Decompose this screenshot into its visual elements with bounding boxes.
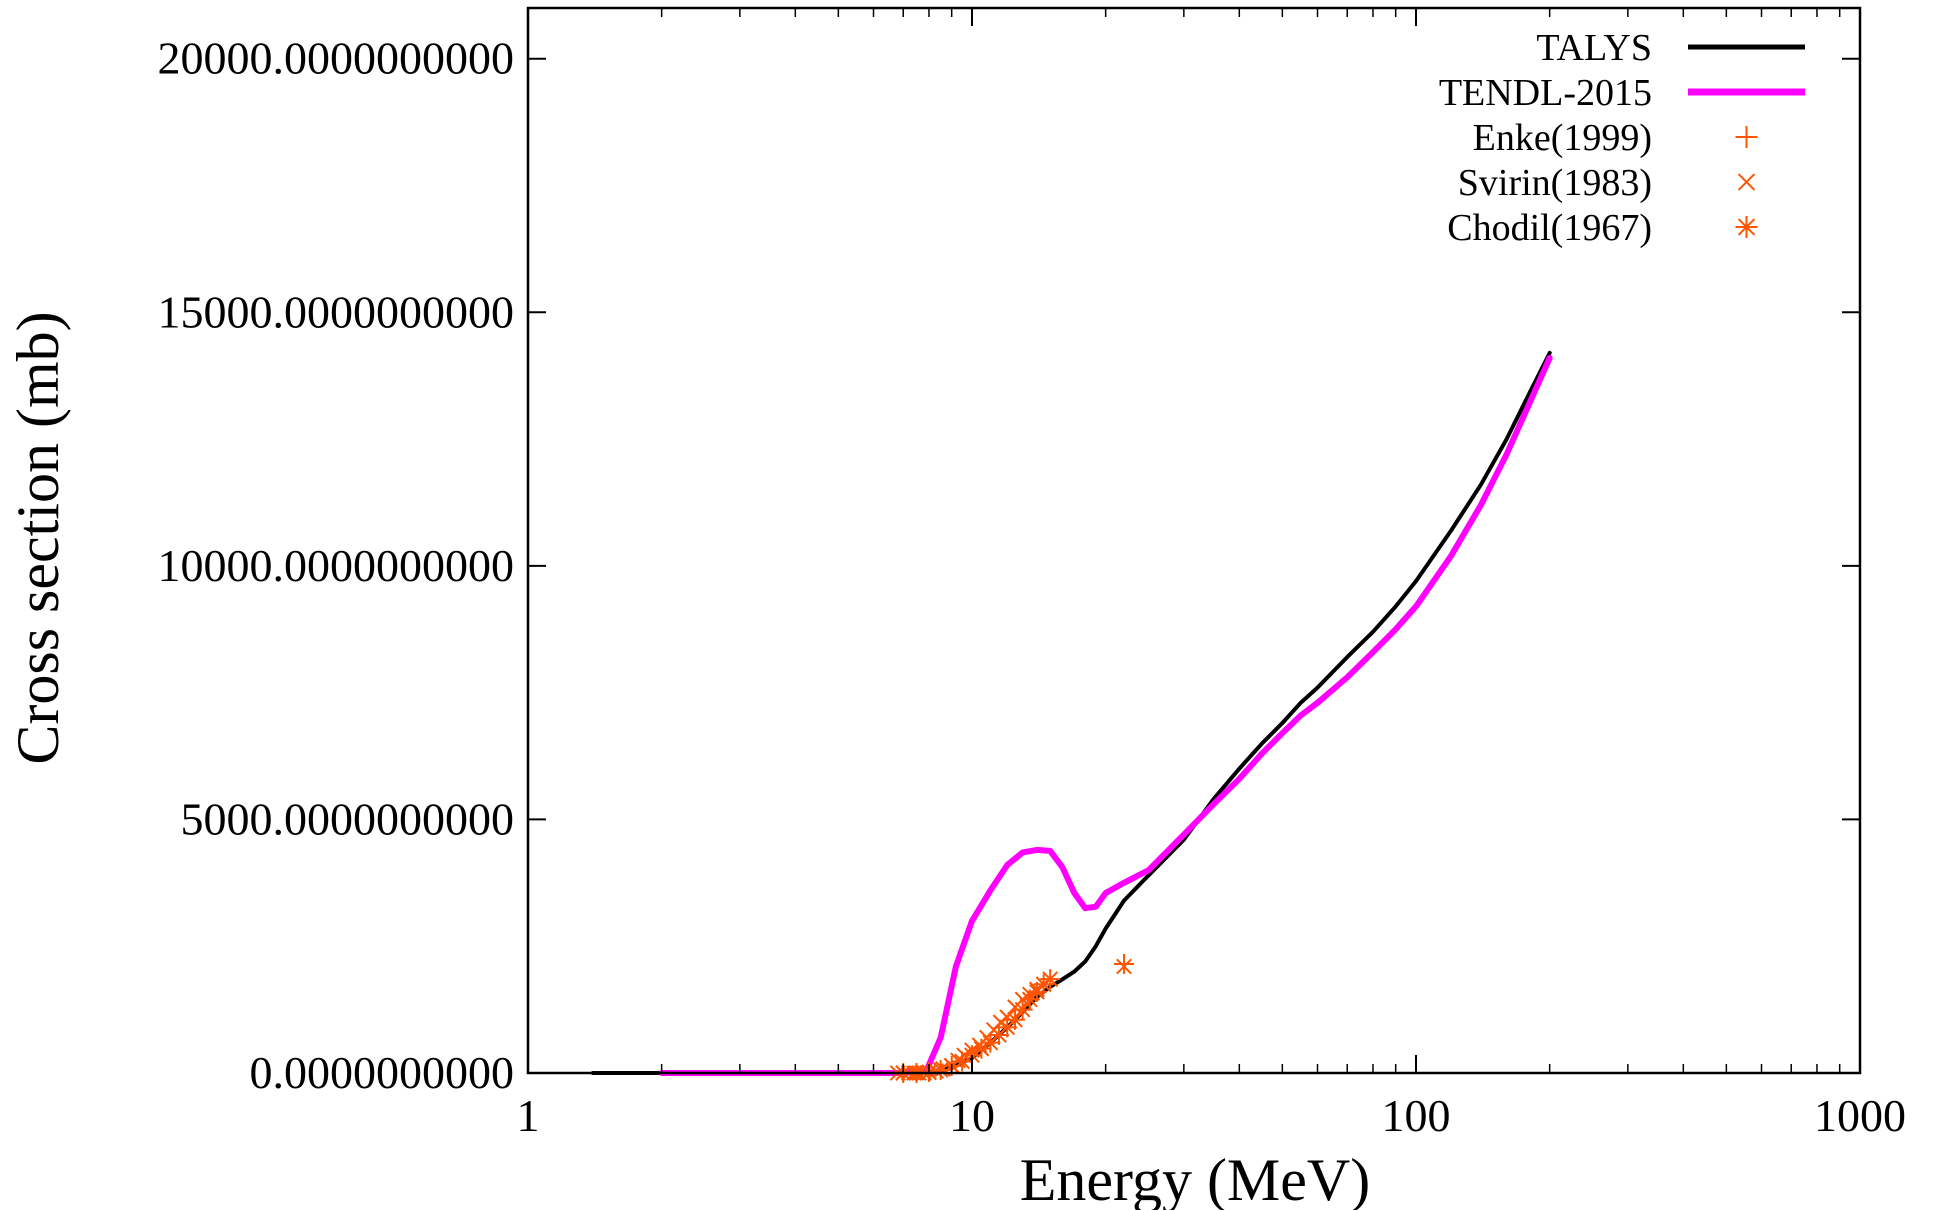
legend-label: TALYS (1536, 27, 1652, 69)
marker-stroke (1014, 1001, 1031, 1018)
axes: 1 10 100 10000.00000000005000.0000000000100… (158, 6, 1906, 1141)
x-tick-label: 100 (1382, 1090, 1451, 1141)
marker-stroke (1042, 971, 1059, 988)
y-tick-label: 20000.0000000000 (158, 33, 515, 84)
x-tick-label: 1000 (1814, 1090, 1906, 1141)
marker-stroke (992, 1014, 1009, 1031)
marker-stroke (1737, 173, 1756, 191)
legend-swatch-marker (1735, 216, 1758, 238)
y-axis-title: Cross section (mb) (5, 311, 71, 764)
marker-stroke (1737, 218, 1756, 236)
marker-stroke (954, 1053, 971, 1070)
plot-frame (526, 6, 1862, 1075)
legend-swatch-marker (1735, 126, 1758, 148)
x-tick-label: 1 (517, 1090, 540, 1141)
legend: TALYSTENDL-2015Enke(1999)Svirin(1983)Cho… (1439, 27, 1805, 249)
x-tick-label: 10 (949, 1090, 995, 1141)
y-tick-label: 10000.0000000000 (158, 540, 515, 591)
marker-stroke (973, 1040, 990, 1057)
y-tick-label: 0.0000000000 (250, 1047, 515, 1098)
x-axis-title: Energy (MeV) (1020, 1147, 1370, 1210)
data-point (1040, 969, 1061, 990)
data-point (1012, 999, 1033, 1020)
y-tick-label: 15000.0000000000 (158, 286, 515, 337)
marker-stroke (1116, 958, 1132, 975)
data-point (1116, 958, 1132, 975)
series-line-1 (658, 354, 1553, 1076)
legend-label: Svirin(1983) (1458, 162, 1652, 204)
marker-stroke (1007, 1011, 1023, 1028)
data-point (952, 1051, 973, 1072)
legend-label: Chodil(1967) (1447, 207, 1652, 249)
legend-label: TENDL-2015 (1439, 72, 1652, 114)
y-tick-label: 5000.0000000000 (181, 793, 515, 844)
legend-swatch-marker (1737, 173, 1756, 191)
data-point (1005, 1009, 1026, 1030)
legend-label: Enke(1999) (1473, 117, 1652, 159)
data-point (1114, 953, 1135, 974)
